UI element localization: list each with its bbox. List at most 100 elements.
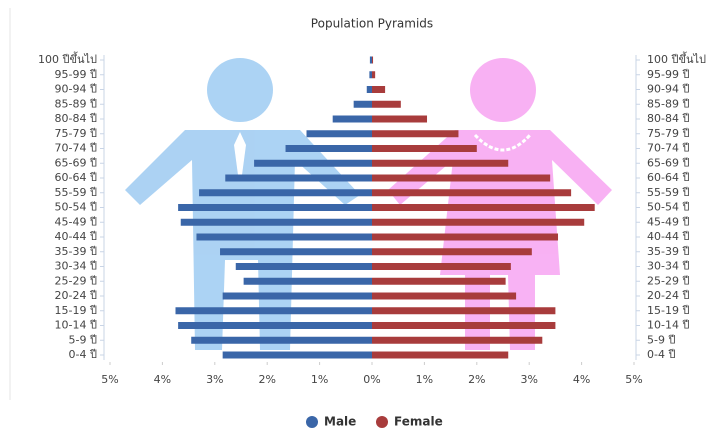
y-tick-label: 30-34 ปี (55, 260, 97, 273)
bar (176, 307, 373, 314)
bar (178, 322, 372, 329)
bar (196, 234, 372, 241)
legend-marker (306, 416, 318, 428)
bar (372, 322, 555, 329)
chart: Population Pyramids 5%4%3%2%1%0%1%2%3%4%… (0, 0, 726, 430)
y-tick-label: 0-4 ปี (647, 348, 675, 361)
y-tick-label: 25-29 ปี (55, 274, 97, 287)
y-tick-label: 90-94 ปี (55, 83, 97, 96)
bar (372, 204, 595, 211)
bar (372, 248, 532, 255)
y-tick-label: 0-4 ปี (69, 348, 97, 361)
y-tick-label: 75-79 ปี (55, 127, 97, 140)
y-tick-label: 20-24 ปี (55, 289, 97, 302)
y-tick-label: 10-14 ปี (55, 319, 97, 332)
bar (372, 145, 477, 152)
bar (223, 352, 372, 359)
chart-title: Population Pyramids (311, 17, 433, 31)
y-tick-label: 70-74 ปี (647, 142, 689, 155)
y-tick-label: 60-64 ปี (55, 171, 97, 184)
x-tick-label: 3% (206, 373, 223, 386)
y-tick-label: 50-54 ปี (55, 201, 97, 214)
legend-label: Male (324, 415, 356, 429)
y-tick-label: 55-59 ปี (55, 186, 97, 199)
y-tick-label: 20-24 ปี (647, 289, 689, 302)
bar (286, 145, 372, 152)
bar (225, 175, 372, 182)
y-tick-label: 80-84 ปี (55, 112, 97, 125)
y-tick-label: 50-54 ปี (647, 201, 689, 214)
x-tick-label: 3% (520, 373, 537, 386)
bar (307, 130, 373, 137)
bar (372, 234, 558, 241)
bar (372, 293, 516, 300)
y-tick-label: 80-84 ปี (647, 112, 689, 125)
bar (372, 189, 571, 196)
y-tick-label: 5-9 ปี (69, 333, 97, 346)
bar (372, 57, 373, 64)
x-tick-label: 2% (258, 373, 275, 386)
y-tick-label: 40-44 ปี (647, 230, 689, 243)
legend-label: Female (394, 415, 443, 429)
bar (220, 248, 372, 255)
y-tick-label: 35-39 ปี (55, 245, 97, 258)
y-tick-label: 15-19 ปี (55, 304, 97, 317)
y-tick-label: 5-9 ปี (647, 333, 675, 346)
bar (236, 263, 372, 270)
bar (191, 337, 372, 344)
y-tick-label: 45-49 ปี (55, 215, 97, 228)
x-tick-label: 5% (101, 373, 118, 386)
bar (369, 71, 372, 78)
bar (372, 219, 584, 226)
y-tick-label: 95-99 ปี (55, 68, 97, 81)
bar (372, 71, 375, 78)
bar (370, 57, 372, 64)
y-tick-label: 40-44 ปี (55, 230, 97, 243)
y-tick-label: 85-89 ปี (647, 97, 689, 110)
y-tick-label: 15-19 ปี (647, 304, 689, 317)
y-tick-label: 45-49 ปี (647, 215, 689, 228)
x-tick-label: 2% (468, 373, 485, 386)
legend-marker (376, 416, 388, 428)
y-tick-label: 60-64 ปี (647, 171, 689, 184)
bar (372, 278, 506, 285)
bar (372, 130, 458, 137)
x-tick-label: 4% (573, 373, 590, 386)
y-tick-label: 100 ปีขึ้นไป (38, 51, 97, 66)
x-tick-label: 1% (416, 373, 433, 386)
bar (372, 175, 550, 182)
y-tick-label: 30-34 ปี (647, 260, 689, 273)
y-tick-label: 35-39 ปี (647, 245, 689, 258)
y-tick-label: 85-89 ปี (55, 97, 97, 110)
y-tick-label: 65-69 ปี (55, 156, 97, 169)
bar (354, 101, 372, 108)
y-tick-label: 25-29 ปี (647, 274, 689, 287)
bar (372, 263, 511, 270)
y-tick-label: 10-14 ปี (647, 319, 689, 332)
bar (244, 278, 372, 285)
x-tick-label: 0% (363, 373, 380, 386)
bar (333, 116, 372, 123)
y-tick-label: 95-99 ปี (647, 68, 689, 81)
bar (178, 204, 372, 211)
bar (372, 337, 542, 344)
bar (254, 160, 372, 167)
bar (372, 307, 555, 314)
bar (223, 293, 372, 300)
bar (367, 86, 372, 93)
y-tick-label: 90-94 ปี (647, 83, 689, 96)
bar (372, 160, 508, 167)
bar (372, 86, 385, 93)
bar (372, 352, 508, 359)
y-tick-label: 65-69 ปี (647, 156, 689, 169)
y-tick-label: 70-74 ปี (55, 142, 97, 155)
x-tick-label: 4% (154, 373, 171, 386)
bar (372, 116, 427, 123)
bar (181, 219, 372, 226)
x-tick-label: 5% (625, 373, 642, 386)
y-tick-label: 100 ปีขึ้นไป (647, 51, 706, 66)
y-tick-label: 75-79 ปี (647, 127, 689, 140)
y-tick-label: 55-59 ปี (647, 186, 689, 199)
bar (199, 189, 372, 196)
bar (372, 101, 401, 108)
